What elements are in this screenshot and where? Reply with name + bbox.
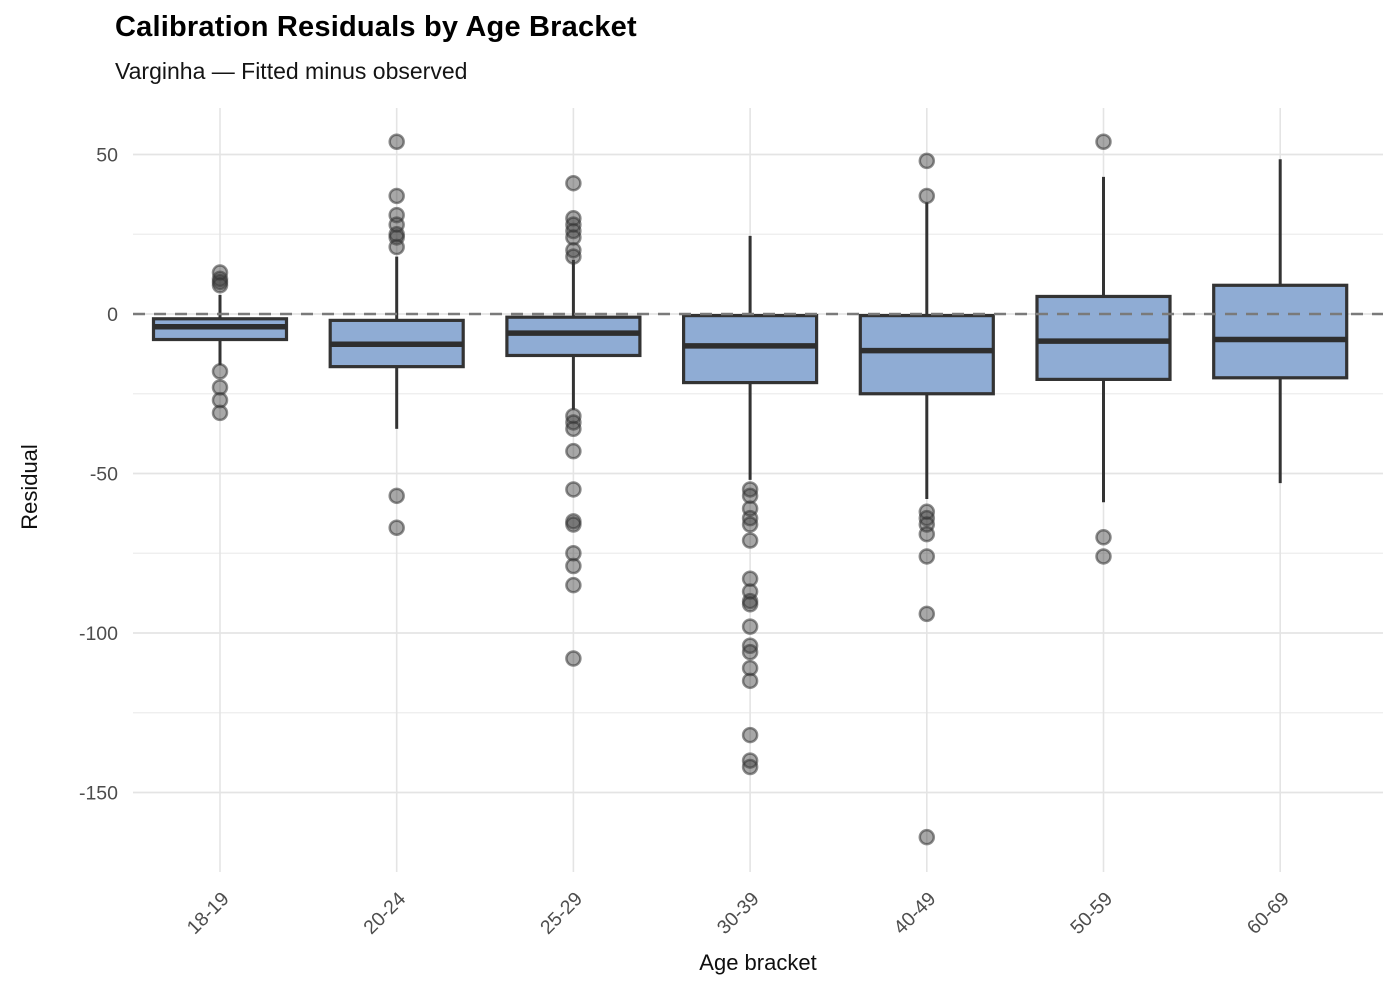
boxplot-boxes	[151, 133, 1349, 846]
outlier-point	[1095, 548, 1112, 565]
y-tick-label: 50	[96, 145, 118, 167]
x-tick-label: 40-49	[890, 888, 941, 939]
outlier-point	[741, 596, 759, 613]
outlier-point	[1095, 133, 1112, 150]
x-tick-label: 60-69	[1243, 888, 1294, 939]
outlier-point	[565, 650, 582, 667]
outlier-point	[388, 187, 405, 205]
x-tick-label: 25-29	[536, 888, 587, 939]
x-tick-label: 30-39	[713, 888, 764, 939]
chart-title: Calibration Residuals by Age Bracket	[115, 11, 637, 43]
y-tick-label: 0	[107, 304, 118, 326]
outlier-point	[211, 404, 229, 422]
outlier-point	[741, 516, 759, 533]
box-iqr	[505, 315, 642, 358]
x-axis-title: Age bracket	[699, 950, 817, 975]
outlier-point	[565, 481, 582, 498]
axis-tick-labels: 50 0 -50 -100 -150 18-19 20-24 25-29 30-39 40-49 5…	[79, 145, 1294, 939]
outlier-point	[565, 516, 582, 533]
x-tick-label: 20-24	[359, 888, 410, 939]
outlier-point	[741, 672, 759, 690]
y-tick-label: -150	[79, 783, 118, 805]
box-iqr	[858, 313, 995, 396]
y-axis-title: Residual	[17, 444, 42, 530]
outlier-point	[918, 548, 936, 565]
outlier-point	[565, 442, 582, 460]
outlier-point	[918, 605, 936, 623]
outlier-point	[388, 133, 405, 150]
x-tick-label: 50-59	[1066, 888, 1117, 939]
outlier-point	[211, 277, 229, 294]
y-tick-label: -50	[90, 464, 118, 486]
outlier-point	[918, 525, 936, 543]
outlier-point	[918, 152, 936, 170]
box-iqr	[681, 313, 819, 385]
outlier-point	[918, 187, 936, 205]
outlier-point	[741, 758, 759, 776]
box-iqr	[1212, 283, 1349, 380]
outlier-point	[565, 420, 582, 438]
outlier-point	[741, 618, 759, 635]
outlier-point	[388, 238, 405, 256]
outlier-point	[565, 557, 582, 575]
outlier-point	[388, 519, 405, 536]
chart-subtitle: Varginha — Fitted minus observed	[115, 58, 468, 84]
outlier-point	[211, 363, 229, 380]
outlier-point	[388, 487, 405, 505]
outlier-point	[565, 174, 582, 192]
outlier-point	[741, 532, 759, 549]
outlier-point	[918, 828, 936, 846]
box-iqr	[1035, 294, 1172, 381]
outlier-point	[741, 643, 759, 661]
outlier-point	[565, 576, 582, 594]
outlier-point	[741, 726, 759, 744]
outlier-point	[565, 248, 582, 265]
x-tick-label: 18-19	[183, 888, 234, 939]
y-tick-label: -100	[79, 623, 118, 645]
outlier-point	[1095, 529, 1112, 546]
